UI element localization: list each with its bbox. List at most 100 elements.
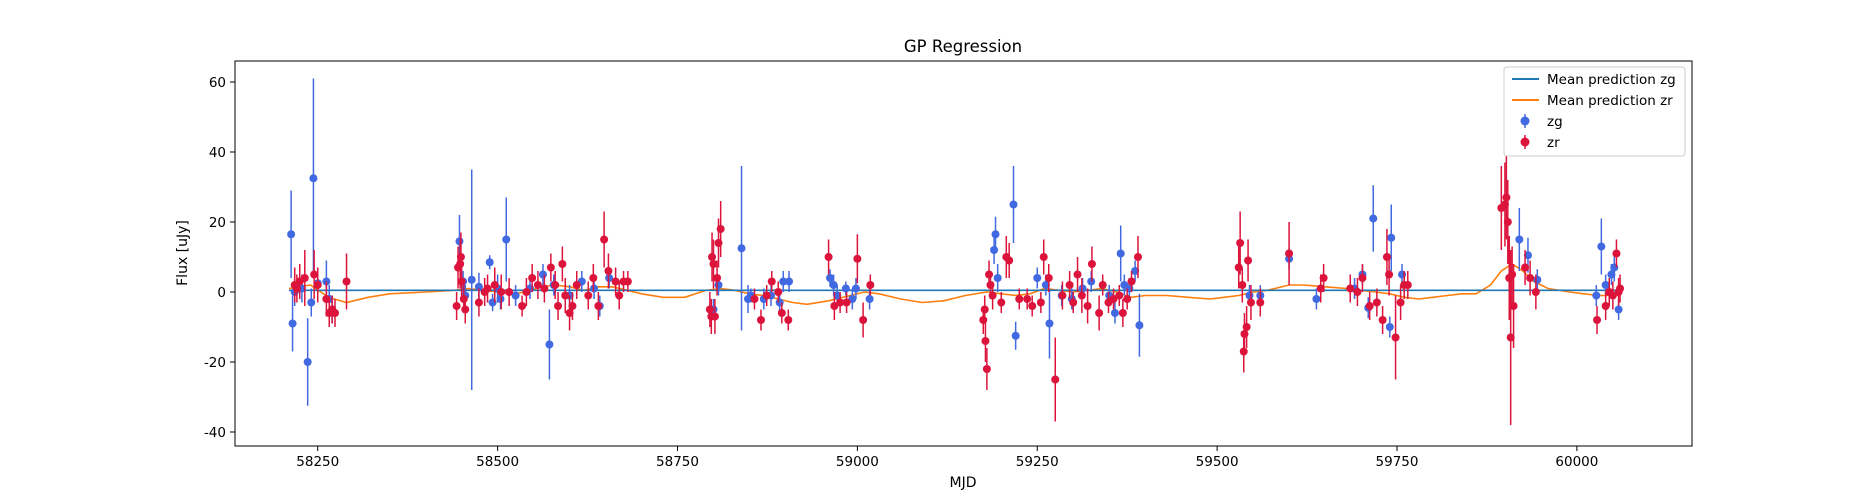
zr-point [497,274,506,310]
zr-point [1095,295,1104,331]
zr-point [1244,239,1253,282]
zr-marker [551,281,560,289]
zr-point [1242,306,1251,348]
zr-marker [713,274,722,282]
zg-point [545,309,554,380]
zr-marker [1403,281,1412,289]
zr-point [623,271,632,292]
zr-point [452,292,461,320]
legend-zg-swatch [1520,114,1530,128]
zr-marker [505,288,514,296]
zg-marker [309,174,318,183]
zr-point [1378,306,1387,334]
zr-marker [522,288,531,296]
zg-marker [779,277,788,286]
zr-point [774,281,783,303]
zr-marker [1244,256,1253,265]
zr-point [568,292,577,320]
zg-point [1033,267,1042,289]
zg-marker [1607,270,1616,279]
zr-marker [985,270,994,279]
zr-marker [1087,260,1096,268]
zr-point [1612,239,1621,268]
zr-point [1285,222,1294,285]
zr-marker [981,337,990,345]
zr-marker [1083,302,1092,310]
zr-point [1044,264,1053,292]
zg-point [1515,208,1524,271]
zr-point [1256,288,1265,317]
x-tick-label: 58750 [656,454,699,470]
zg-marker [785,277,794,286]
zr-point [1098,274,1107,296]
zr-point [1005,243,1014,278]
zr-marker [1058,291,1067,300]
zr-marker [1391,333,1400,342]
x-tick-label: 59500 [1196,454,1239,470]
zr-marker [1098,281,1107,289]
zr-point [1372,288,1381,317]
zr-marker [342,277,351,286]
zg-marker [1312,295,1321,303]
zg-point [851,278,860,299]
zr-point [1133,236,1142,278]
zg-marker [1110,309,1119,317]
zr-point [842,292,851,313]
zr-point [824,239,833,275]
zr-point [750,288,759,310]
zg-marker [1523,251,1532,260]
zg-marker [1515,235,1524,244]
zr-point [1503,180,1512,264]
zr-point [1236,211,1245,275]
zr-point [1015,288,1024,310]
zr-point [546,253,555,282]
zr-point [551,271,560,299]
zr-marker [533,281,542,289]
zr-point [1073,257,1082,292]
zr-point [716,201,725,257]
chart-title: GP Regression [904,37,1022,56]
zr-point [310,250,319,299]
zg-marker [1614,305,1623,314]
zr-point [558,246,567,282]
zg-marker [1011,331,1020,340]
x-tick-label: 59250 [1016,454,1059,470]
zr-point [342,253,351,310]
zr-marker [600,235,609,244]
zg-marker [1592,291,1601,300]
zr-marker [1353,288,1362,296]
zg-point [1116,225,1125,282]
zr-marker [988,291,997,300]
zr-marker [594,302,603,310]
zr-marker [1285,249,1294,258]
zr-marker [842,298,851,307]
zr-marker [572,281,581,289]
y-tick-label: 40 [209,145,226,161]
zr-point [756,309,765,331]
y-axis: -40 -20 0 20 40 60 [204,75,235,441]
zr-marker [708,253,717,261]
zr-marker [1509,302,1518,310]
zr-marker [1238,281,1247,289]
zr-marker [1242,323,1251,331]
zr-marker [1036,298,1045,307]
zg-marker [851,284,860,293]
zr-marker [1109,295,1118,303]
zr-point [830,292,839,320]
zg-marker [848,295,857,303]
zr-marker [1115,291,1124,300]
zg-marker [538,270,547,279]
zr-marker [982,365,991,373]
zr-marker [1593,316,1602,324]
zr-marker [615,291,624,300]
x-tick-label: 60000 [1555,454,1598,470]
zr-point [1109,288,1118,310]
zg-point [1597,218,1606,275]
zr-marker [456,253,465,261]
zg-point [1009,166,1018,243]
zg-marker [485,258,494,267]
x-axis: 58250 58500 58750 59000 59250 59500 59750 60000 [296,446,1598,470]
zr-point [300,250,309,306]
zr-point [554,292,563,320]
zr-point [533,271,542,299]
